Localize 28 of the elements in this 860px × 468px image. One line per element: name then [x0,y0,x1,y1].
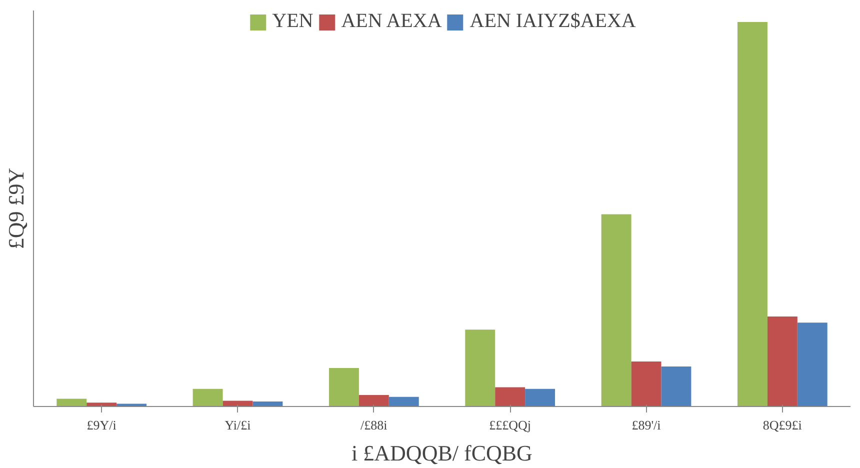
x-tick-label: /£88i [360,418,388,432]
x-axis-title: i £ADQQB/ fCQBG [352,440,533,466]
bar [388,396,419,406]
x-tick-label: 8Q£9£i [762,418,802,432]
bar [222,400,253,406]
x-tick-label: £9Y/i [86,418,117,432]
x-tick-label: £££QQj [489,418,532,432]
bar [797,322,828,406]
bar [86,402,117,406]
bar [328,368,359,406]
bar [358,394,389,406]
bar [56,398,87,406]
bar [465,330,496,406]
bar [661,366,692,406]
x-tick-label: Yi/£i [224,418,252,432]
legend-label: AEN IAIYZ$AEXA [470,10,636,33]
bar [192,388,223,406]
bar [252,402,283,406]
bar [525,388,556,406]
y-axis-title: £Q9 £9Y [4,168,28,250]
bar [767,316,798,406]
bar [495,387,526,406]
bar [631,362,662,406]
bar [601,214,632,406]
x-tick-label: £89'/i [632,418,662,432]
legend-label: YEN [272,10,314,33]
bar [737,22,768,406]
legend-label: AEN AEXA [341,10,442,33]
